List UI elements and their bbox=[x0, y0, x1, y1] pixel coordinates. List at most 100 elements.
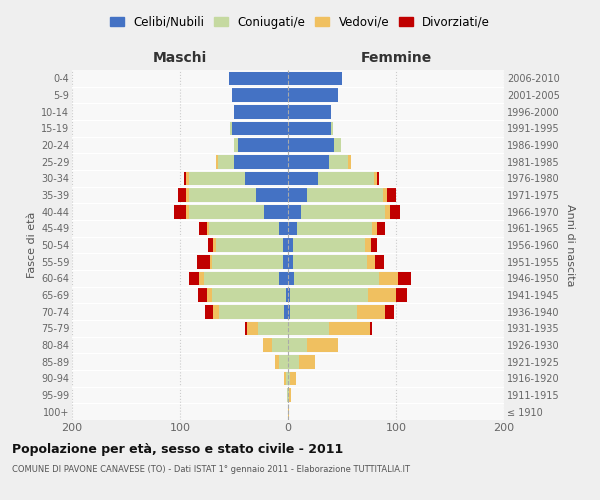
Bar bbox=[385, 305, 394, 318]
Bar bbox=[376, 255, 384, 268]
Bar bbox=[301, 205, 385, 218]
Bar bbox=[272, 338, 288, 352]
Bar bbox=[264, 205, 288, 218]
Bar bbox=[284, 305, 288, 318]
Bar bbox=[208, 238, 214, 252]
Bar bbox=[210, 255, 212, 268]
Bar bbox=[275, 355, 280, 368]
Bar bbox=[215, 238, 283, 252]
Bar bbox=[398, 272, 411, 285]
Bar bbox=[212, 288, 286, 302]
Bar bbox=[187, 205, 188, 218]
Bar bbox=[367, 255, 376, 268]
Bar bbox=[288, 272, 295, 285]
Bar bbox=[377, 222, 385, 235]
Bar bbox=[396, 288, 407, 302]
Bar bbox=[374, 172, 377, 185]
Bar bbox=[258, 322, 288, 335]
Bar bbox=[286, 372, 288, 385]
Bar bbox=[263, 338, 272, 352]
Bar bbox=[187, 188, 188, 202]
Bar bbox=[385, 205, 389, 218]
Bar bbox=[218, 155, 234, 168]
Bar bbox=[288, 205, 301, 218]
Bar bbox=[370, 322, 372, 335]
Bar bbox=[288, 105, 331, 118]
Bar bbox=[178, 188, 187, 202]
Y-axis label: Fasce di età: Fasce di età bbox=[26, 212, 37, 278]
Legend: Celibi/Nubili, Coniugati/e, Vedovi/e, Divorziati/e: Celibi/Nubili, Coniugati/e, Vedovi/e, Di… bbox=[105, 11, 495, 34]
Bar bbox=[283, 255, 288, 268]
Bar bbox=[383, 188, 388, 202]
Bar bbox=[388, 188, 396, 202]
Bar bbox=[214, 305, 219, 318]
Bar bbox=[377, 172, 379, 185]
Bar bbox=[234, 138, 238, 152]
Bar bbox=[349, 155, 350, 168]
Bar bbox=[188, 188, 256, 202]
Bar bbox=[379, 272, 398, 285]
Bar bbox=[247, 322, 258, 335]
Bar bbox=[334, 138, 341, 152]
Bar bbox=[288, 388, 289, 402]
Bar bbox=[232, 88, 288, 102]
Bar bbox=[173, 205, 187, 218]
Bar bbox=[307, 188, 383, 202]
Bar bbox=[288, 188, 307, 202]
Bar bbox=[288, 405, 289, 418]
Bar bbox=[289, 388, 291, 402]
Y-axis label: Anni di nascita: Anni di nascita bbox=[565, 204, 575, 286]
Bar bbox=[318, 172, 374, 185]
Bar bbox=[219, 305, 284, 318]
Bar bbox=[288, 88, 338, 102]
Bar bbox=[214, 238, 215, 252]
Bar bbox=[290, 288, 368, 302]
Bar bbox=[288, 72, 342, 85]
Text: Femmine: Femmine bbox=[361, 51, 431, 65]
Bar bbox=[329, 322, 370, 335]
Bar bbox=[357, 305, 385, 318]
Bar bbox=[238, 138, 288, 152]
Bar bbox=[188, 205, 264, 218]
Bar bbox=[293, 238, 365, 252]
Bar bbox=[288, 222, 296, 235]
Bar bbox=[230, 122, 232, 135]
Bar bbox=[288, 155, 329, 168]
Bar bbox=[307, 338, 338, 352]
Bar bbox=[329, 155, 349, 168]
Bar bbox=[286, 288, 288, 302]
Bar bbox=[288, 338, 307, 352]
Bar bbox=[288, 138, 334, 152]
Bar bbox=[256, 188, 288, 202]
Bar bbox=[205, 305, 214, 318]
Bar bbox=[368, 288, 396, 302]
Bar bbox=[234, 155, 288, 168]
Bar bbox=[234, 105, 288, 118]
Bar bbox=[371, 238, 377, 252]
Text: Maschi: Maschi bbox=[153, 51, 207, 65]
Bar bbox=[365, 238, 371, 252]
Bar bbox=[245, 322, 247, 335]
Bar bbox=[296, 222, 372, 235]
Text: COMUNE DI PAVONE CANAVESE (TO) - Dati ISTAT 1° gennaio 2011 - Elaborazione TUTTI: COMUNE DI PAVONE CANAVESE (TO) - Dati IS… bbox=[12, 465, 410, 474]
Bar bbox=[288, 288, 290, 302]
Bar bbox=[199, 272, 204, 285]
Bar bbox=[184, 172, 187, 185]
Text: Popolazione per età, sesso e stato civile - 2011: Popolazione per età, sesso e stato civil… bbox=[12, 442, 343, 456]
Bar bbox=[284, 372, 286, 385]
Bar bbox=[288, 322, 329, 335]
Bar bbox=[288, 238, 293, 252]
Bar bbox=[232, 122, 288, 135]
Bar bbox=[199, 222, 207, 235]
Bar bbox=[288, 305, 290, 318]
Bar bbox=[283, 238, 288, 252]
Bar bbox=[199, 288, 207, 302]
Bar bbox=[290, 305, 357, 318]
Bar bbox=[187, 172, 188, 185]
Bar bbox=[293, 255, 367, 268]
Bar bbox=[197, 255, 210, 268]
Bar bbox=[209, 222, 280, 235]
Bar bbox=[215, 155, 218, 168]
Bar bbox=[295, 272, 379, 285]
Bar bbox=[188, 272, 199, 285]
